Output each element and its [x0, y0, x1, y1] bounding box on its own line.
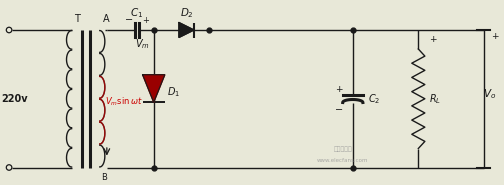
Text: 220v: 220v: [1, 94, 28, 104]
Text: B: B: [101, 174, 107, 182]
Text: +: +: [335, 85, 342, 93]
Text: $V_o$: $V_o$: [483, 87, 496, 101]
Text: A: A: [102, 14, 109, 24]
Text: $V_m$: $V_m$: [135, 37, 150, 51]
Text: T: T: [74, 14, 80, 24]
Text: +: +: [429, 34, 437, 43]
Text: −: −: [335, 105, 343, 115]
Polygon shape: [143, 75, 165, 102]
Text: $C_1$: $C_1$: [131, 6, 144, 20]
Polygon shape: [179, 23, 194, 38]
Text: $V_m \sin\omega t$: $V_m \sin\omega t$: [105, 95, 143, 107]
Text: $\mathit{D}_1$: $\mathit{D}_1$: [167, 85, 180, 99]
Text: −: −: [125, 15, 133, 25]
Text: +: +: [142, 16, 149, 25]
Text: +: +: [491, 31, 498, 41]
Text: $R_L$: $R_L$: [429, 92, 442, 106]
Text: 电子发烧友: 电子发烧友: [333, 146, 352, 152]
Text: www.elecfans.com: www.elecfans.com: [317, 157, 368, 162]
Text: $C_2$: $C_2$: [368, 92, 381, 106]
Text: $D_2$: $D_2$: [179, 6, 194, 20]
